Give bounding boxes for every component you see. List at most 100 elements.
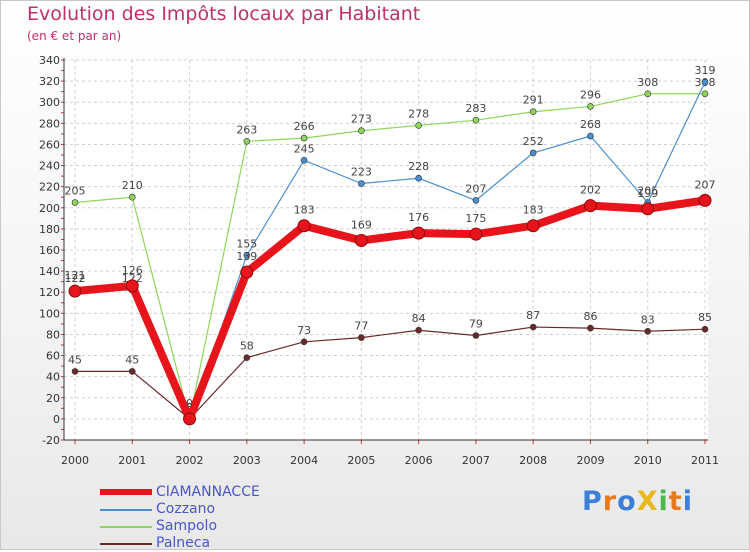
logo-letter: i <box>682 486 693 517</box>
y-tick-label: 160 <box>39 244 60 257</box>
data-point-sampolo <box>415 122 422 129</box>
legend-item-ciamannacce: CIAMANNACCE <box>100 484 400 501</box>
data-point-cozzano <box>472 197 480 204</box>
data-point-palneca <box>128 368 136 375</box>
data-label-cozzano: 0 <box>186 401 193 414</box>
data-point-ciamannacce <box>526 219 540 233</box>
logo-letter: X <box>636 486 659 517</box>
chart-subtitle: (en € et par an) <box>27 29 122 43</box>
y-tick-label: 120 <box>39 286 60 299</box>
data-label-ciamannacce: 126 <box>122 264 143 277</box>
data-label-palneca: 84 <box>412 312 426 325</box>
data-point-palneca <box>587 324 594 332</box>
x-tick-label: 2011 <box>691 454 719 467</box>
logo-letter: r <box>602 486 618 517</box>
x-tick-label: 2008 <box>519 454 547 467</box>
x-tick-label: 2002 <box>176 454 204 467</box>
legend-item-palneca: Palneca <box>100 535 400 552</box>
data-label-cozzano: 245 <box>294 142 315 155</box>
x-tick-label: 2009 <box>576 454 604 467</box>
legend-swatch-palneca <box>100 543 152 545</box>
data-label-ciamannacce: 183 <box>294 204 315 217</box>
y-tick-label: 340 <box>39 54 60 67</box>
logo-letter: t <box>668 486 683 517</box>
data-label-sampolo: 296 <box>580 88 601 101</box>
data-point-cozzano <box>415 174 422 182</box>
data-point-ciamannacce <box>469 227 483 241</box>
data-point-ciamannacce <box>583 199 597 213</box>
data-label-ciamannacce: 202 <box>580 184 601 197</box>
data-label-palneca: 45 <box>125 353 139 366</box>
data-label-palneca: 83 <box>641 313 655 326</box>
legend-label-sampolo: Sampolo <box>156 518 218 534</box>
data-point-palneca <box>472 332 480 339</box>
data-label-sampolo: 308 <box>637 76 658 89</box>
data-label-cozzano: 268 <box>580 118 601 131</box>
y-tick-label: 100 <box>39 307 60 320</box>
data-point-palneca <box>243 354 251 361</box>
data-point-ciamannacce <box>240 265 254 279</box>
x-tick-label: 2000 <box>61 454 89 467</box>
data-point-sampolo <box>300 134 308 142</box>
data-label-cozzano: 319 <box>695 64 716 77</box>
series-line-sampolo <box>74 93 706 420</box>
y-tick-label: 0 <box>53 413 60 426</box>
data-label-sampolo: 263 <box>236 123 257 136</box>
data-label-palneca: 45 <box>68 353 82 366</box>
data-label-sampolo: 205 <box>65 185 86 198</box>
y-tick-label: 180 <box>39 223 60 236</box>
data-label-sampolo: 273 <box>351 113 372 126</box>
legend-item-sampolo: Sampolo <box>100 518 400 535</box>
y-tick-label: 80 <box>46 328 60 341</box>
data-point-palneca <box>300 338 308 346</box>
legend-label-ciamannacce: CIAMANNACCE <box>156 484 260 500</box>
data-label-cozzano: 228 <box>408 160 429 173</box>
data-label-sampolo: 291 <box>523 94 544 107</box>
data-point-palneca <box>701 325 709 333</box>
series-line-palneca <box>74 326 706 420</box>
data-label-palneca: 77 <box>354 320 368 333</box>
legend-swatch-cozzano <box>100 509 152 511</box>
data-label-sampolo: 0 <box>186 401 193 414</box>
data-point-sampolo <box>243 137 251 145</box>
data-label-sampolo: 210 <box>122 179 143 192</box>
y-tick-label: 240 <box>39 160 60 173</box>
data-point-ciamannacce <box>698 193 712 207</box>
data-point-cozzano <box>587 132 594 140</box>
data-point-ciamannacce <box>297 219 311 233</box>
data-point-sampolo <box>128 193 136 201</box>
data-label-ciamannacce: 139 <box>236 250 257 263</box>
data-label-sampolo: 278 <box>408 107 429 120</box>
data-label-ciamannacce: 175 <box>465 212 486 225</box>
logo-letter: i <box>658 486 669 517</box>
legend: CIAMANNACCE Cozzano Sampolo Palneca <box>100 484 400 552</box>
data-label-cozzano: 205 <box>637 185 658 198</box>
y-tick-label: 260 <box>39 138 60 151</box>
data-point-sampolo <box>529 108 537 116</box>
data-point-palneca <box>358 334 365 341</box>
data-label-ciamannacce: 183 <box>523 204 544 217</box>
data-label-palneca: 85 <box>698 311 712 324</box>
series-line-ciamannacce <box>71 196 709 423</box>
data-label-palneca: 86 <box>583 310 597 323</box>
x-tick-label: 2007 <box>462 454 490 467</box>
legend-swatch-ciamannacce <box>100 489 152 495</box>
data-point-ciamannacce <box>183 412 197 426</box>
x-tick-label: 2003 <box>233 454 261 467</box>
x-tick-label: 2006 <box>405 454 433 467</box>
data-point-cozzano <box>358 180 365 187</box>
data-point-palneca <box>415 326 422 334</box>
data-label-palneca: 73 <box>297 324 311 337</box>
legend-label-palneca: Palneca <box>156 535 211 551</box>
data-label-cozzano: 155 <box>236 237 257 250</box>
data-point-sampolo <box>644 90 652 98</box>
y-tick-label: 280 <box>39 117 60 130</box>
y-tick-label: 320 <box>39 75 60 88</box>
data-point-cozzano <box>243 251 251 259</box>
data-point-sampolo <box>358 127 365 135</box>
logo-letter: P <box>582 486 603 517</box>
data-point-sampolo <box>472 116 480 124</box>
data-point-ciamannacce <box>125 279 139 293</box>
logo-letter: o <box>617 486 637 517</box>
